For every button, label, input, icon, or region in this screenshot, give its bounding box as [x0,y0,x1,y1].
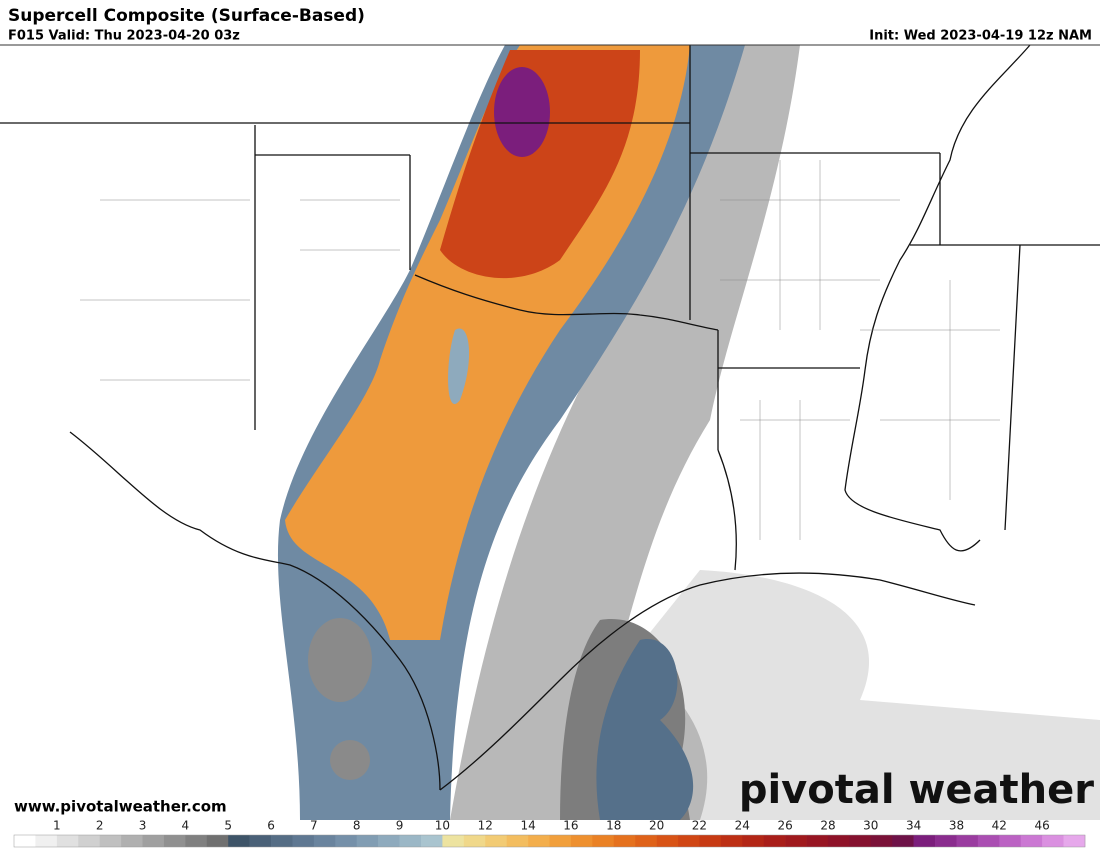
color-swatch [206,835,229,847]
color-swatch [78,835,100,847]
color-swatch [1020,835,1043,847]
colorbar: 1 2 3 4 5 6 7 8 9 10 12 14 16 18 20 22 24 26 28 30 34 38 42 46 [13,819,1086,848]
color-swatch [163,835,186,847]
color-swatch [335,835,358,847]
colorbar-frame [13,834,1086,848]
color-swatch [656,835,679,847]
shade-gray-spot [330,740,370,780]
colorbar-label: 38 [949,819,964,833]
shade-blue [596,639,694,820]
colorbar-label: 6 [267,819,275,833]
color-swatch [699,835,722,847]
colorbar-label: 1 [53,819,61,833]
color-swatch [185,835,208,847]
state-border [414,274,719,331]
colorbar-label: 22 [692,819,707,833]
color-swatch [56,835,79,847]
shade-purple [494,67,550,157]
color-swatch [142,835,165,847]
state-border [69,431,441,791]
colorbar-label: 24 [735,819,750,833]
colorbar-label: 42 [992,819,1007,833]
color-swatch [785,835,807,847]
color-swatch [356,835,379,847]
color-swatch [913,835,936,847]
color-swatch [870,835,893,847]
colorbar-label: 34 [906,819,921,833]
color-swatch [271,835,293,847]
shade-red [440,50,640,279]
color-swatch [892,835,914,847]
shade-gray-spot [308,618,372,702]
colorbar-label: 10 [435,819,450,833]
title: Supercell Composite (Surface-Based) [8,6,365,26]
colorbar-label: 12 [478,819,493,833]
color-swatch [228,835,250,847]
color-swatch [635,835,657,847]
color-swatch [999,835,1022,847]
county-line [80,160,1000,540]
color-swatch [592,835,615,847]
color-swatch [506,835,529,847]
color-swatch [14,835,36,847]
colorbar-label: 26 [777,819,792,833]
color-swatch [121,835,143,847]
shade-gray [450,45,800,820]
color-swatch [528,835,550,847]
colorbar-label: 5 [224,819,232,833]
color-swatch [1063,835,1086,847]
color-swatch [956,835,979,847]
colorbar-label: 2 [96,819,104,833]
state-border [0,45,1100,531]
colorbar-label: 46 [1035,819,1050,833]
color-swatch [485,835,507,847]
color-swatch [977,835,1000,847]
color-swatch [570,835,593,847]
init-time: Init: Wed 2023-04-19 12z NAM [869,29,1092,44]
color-swatch [935,835,957,847]
color-swatch [99,835,122,847]
website: www.pivotalweather.com [14,798,227,816]
color-swatch [378,835,400,847]
color-swatch [249,835,272,847]
colorbar-label: 8 [353,819,361,833]
colorbar-label: 28 [820,819,835,833]
color-swatch [399,835,422,847]
color-swatch [463,835,486,847]
colorbar-label: 16 [563,819,578,833]
color-swatch [420,835,443,847]
valid-time: F015 Valid: Thu 2023-04-20 03z [8,29,240,44]
color-swatch [549,835,572,847]
color-swatch [313,835,336,847]
color-swatch [806,835,829,847]
logo: pivotal weather [739,767,1094,813]
shade-blue-spot [448,328,470,404]
colorbar-label: 20 [649,819,664,833]
color-swatch [442,835,465,847]
color-swatch [827,835,850,847]
river-border [844,44,1031,552]
color-swatch [678,835,700,847]
color-swatch [720,835,743,847]
colorbar-label: 14 [520,819,535,833]
color-swatch [849,835,872,847]
color-swatch [292,835,315,847]
colorbar-label: 7 [310,819,318,833]
colorbar-label: 4 [182,819,190,833]
coastline [439,572,976,791]
header [0,0,1100,45]
colorbar-label: 18 [606,819,621,833]
color-swatch [763,835,786,847]
color-swatch [742,835,764,847]
map [0,44,1100,820]
state-border [717,449,737,571]
color-swatch [1042,835,1064,847]
color-swatch [613,835,636,847]
color-swatch [35,835,58,847]
colorbar-label: 9 [396,819,404,833]
colorbar-label: 3 [139,819,147,833]
colorbar-label: 30 [863,819,878,833]
